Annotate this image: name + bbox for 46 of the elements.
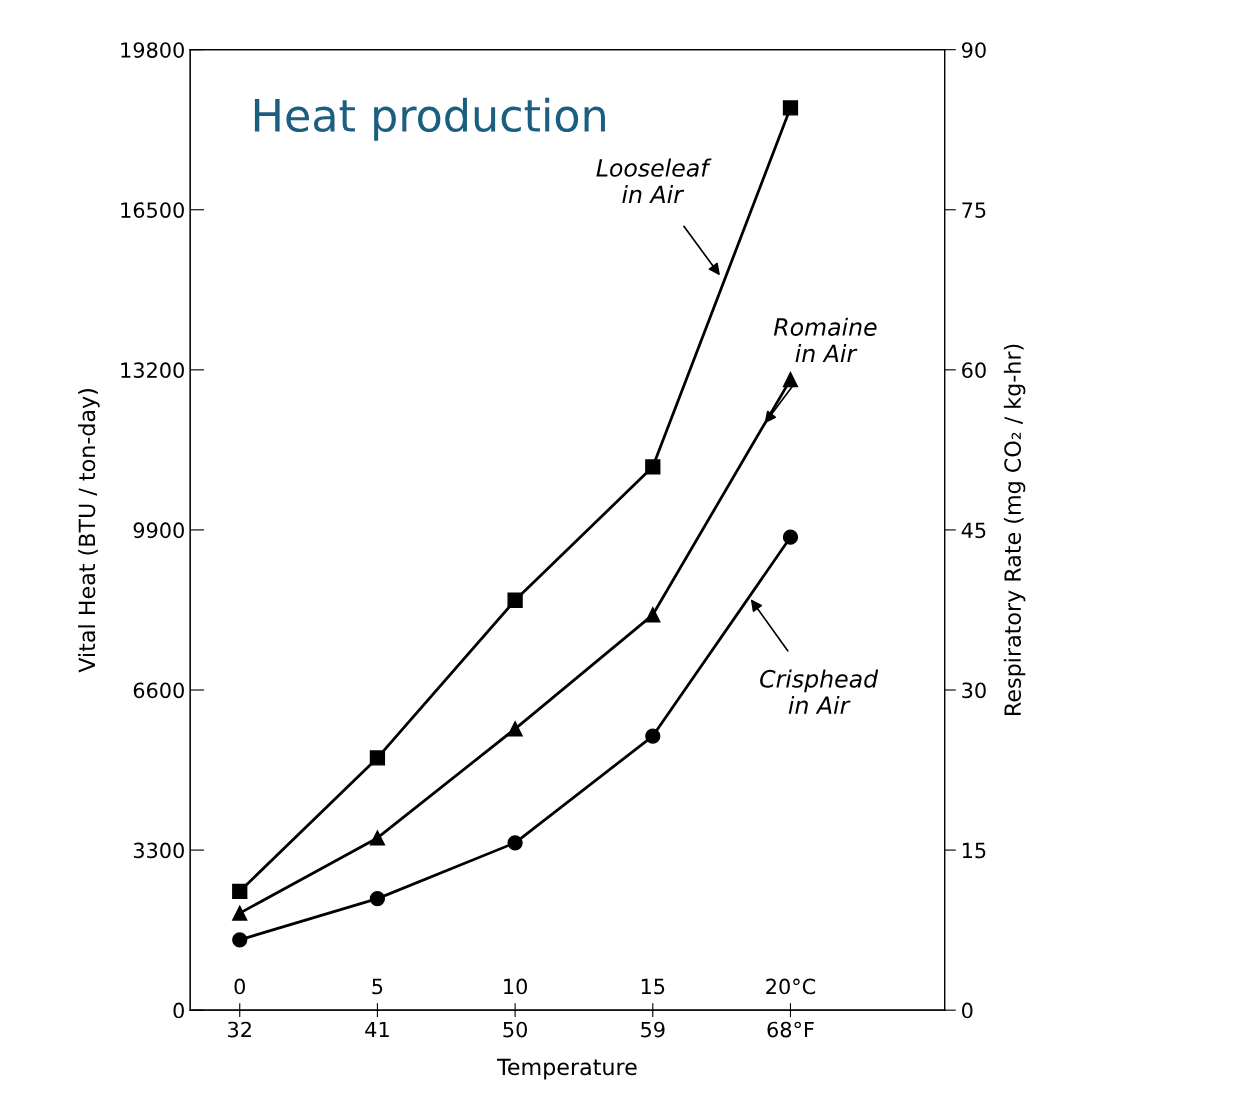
annotation: Looseleaf in Air xyxy=(596,158,712,203)
point xyxy=(232,905,248,921)
text: Heat production xyxy=(254,97,605,141)
point xyxy=(507,592,523,608)
annotation: Romaine in Air xyxy=(773,317,877,363)
point xyxy=(782,529,799,545)
x2-tick-label: 68°F xyxy=(767,1021,814,1038)
y2-tick-label: 0 xyxy=(962,1002,973,1019)
y-tick-label: 3300 xyxy=(133,842,184,859)
y-tick-label: 16500 xyxy=(121,202,184,218)
x2-tick-label: 32 xyxy=(228,1021,251,1038)
point xyxy=(369,750,386,766)
point xyxy=(782,371,799,388)
y2-tick-label: 15 xyxy=(962,842,986,859)
point xyxy=(232,883,248,899)
y-axis-title: Vital Heat (BTU / ton-day) xyxy=(78,389,100,673)
y-tick-label: 13200 xyxy=(121,362,184,379)
point xyxy=(645,459,661,475)
x-axis-title: Temperature xyxy=(496,1058,637,1080)
y2-tick-label: 60 xyxy=(962,362,986,379)
x-tick-label: 20°C xyxy=(766,978,816,995)
point xyxy=(369,890,386,907)
x-tick-label: 10 xyxy=(504,978,527,995)
point xyxy=(507,835,523,851)
x-tick-label: 15 xyxy=(641,978,665,995)
y-tick-label: 0 xyxy=(173,1002,184,1019)
y-tick-label: 9900 xyxy=(133,522,184,539)
x-tick-label: 5 xyxy=(372,978,383,995)
x2-tick-label: 41 xyxy=(365,1021,389,1038)
point xyxy=(645,607,661,623)
y2-tick-label: 75 xyxy=(962,202,986,218)
y2-tick-label: 30 xyxy=(962,682,986,699)
point xyxy=(232,932,248,948)
y2-tick-label: 45 xyxy=(961,522,986,539)
y-tick-label: 19800 xyxy=(121,42,184,58)
point xyxy=(507,721,523,737)
point xyxy=(782,100,799,116)
point xyxy=(645,728,661,744)
point xyxy=(369,830,386,846)
y-tick-label: 6600 xyxy=(133,682,184,699)
x2-tick-label: 50 xyxy=(503,1021,527,1038)
y2-tick-label: 90 xyxy=(961,42,986,58)
annotation: Crisphead in Air xyxy=(760,669,879,714)
x-tick-label: 0 xyxy=(234,978,245,995)
y2-axis-title: Respiratory Rate (mg CO₂ / kg-hr) xyxy=(1003,344,1026,715)
x2-tick-label: 59 xyxy=(641,1021,665,1038)
